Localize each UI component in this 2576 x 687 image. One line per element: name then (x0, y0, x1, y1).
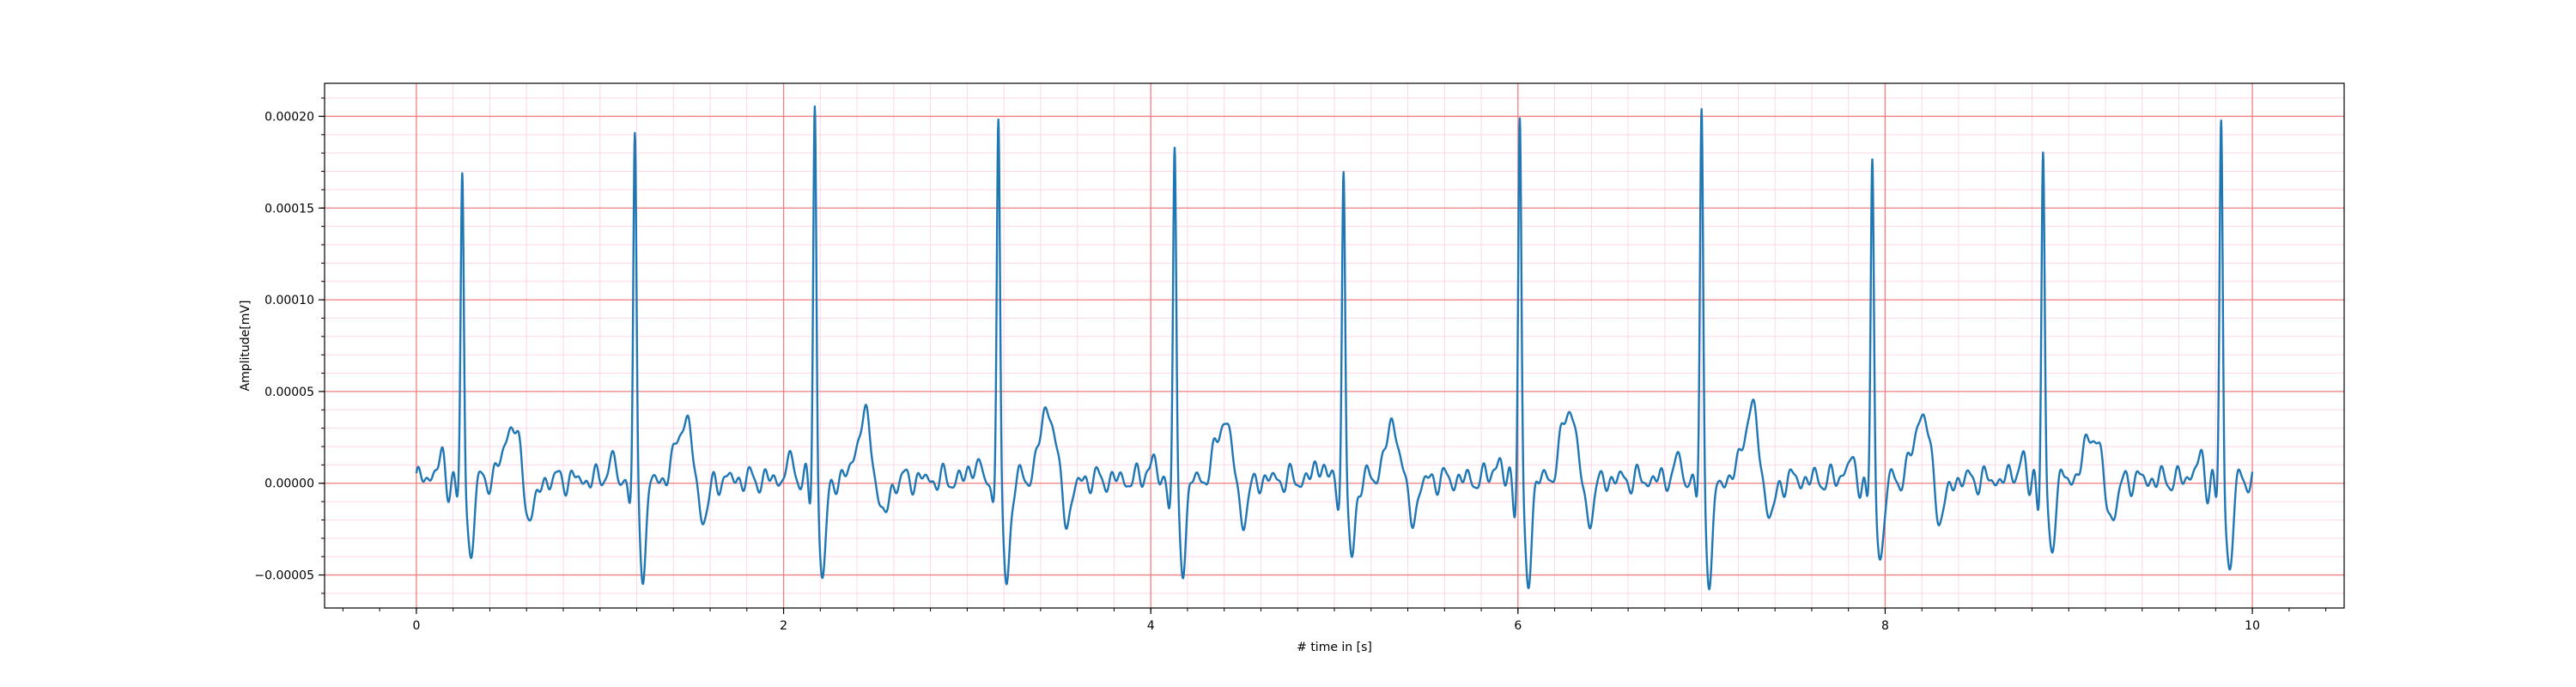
y-tick-label: 0.00005 (264, 386, 314, 399)
x-axis-ticks: 0 2 4 6 8 10 (342, 608, 2327, 633)
y-tick-label: 0.00015 (264, 202, 314, 216)
x-tick-label: 0 (412, 619, 420, 633)
x-tick-label: 6 (1514, 619, 1522, 633)
y-tick-label: 0.00000 (264, 477, 314, 491)
x-tick-label: 4 (1147, 619, 1155, 633)
x-tick-label: 2 (780, 619, 787, 633)
y-tick-label: −0.00005 (254, 569, 314, 583)
x-tick-label: 10 (2245, 619, 2260, 633)
x-tick-label: 8 (1881, 619, 1889, 633)
ecg-signal-line (415, 105, 2254, 591)
y-tick-label: 0.00010 (264, 294, 314, 307)
y-axis-ticks: −0.00005 0.00000 0.00005 0.00010 0.00015 0.00… (254, 97, 325, 594)
x-axis-label: # time in [s] (1297, 641, 1372, 654)
y-tick-label: 0.00020 (264, 110, 314, 124)
minor-grid (325, 83, 2344, 608)
y-axis-label: Amplitude[mV] (239, 301, 252, 392)
